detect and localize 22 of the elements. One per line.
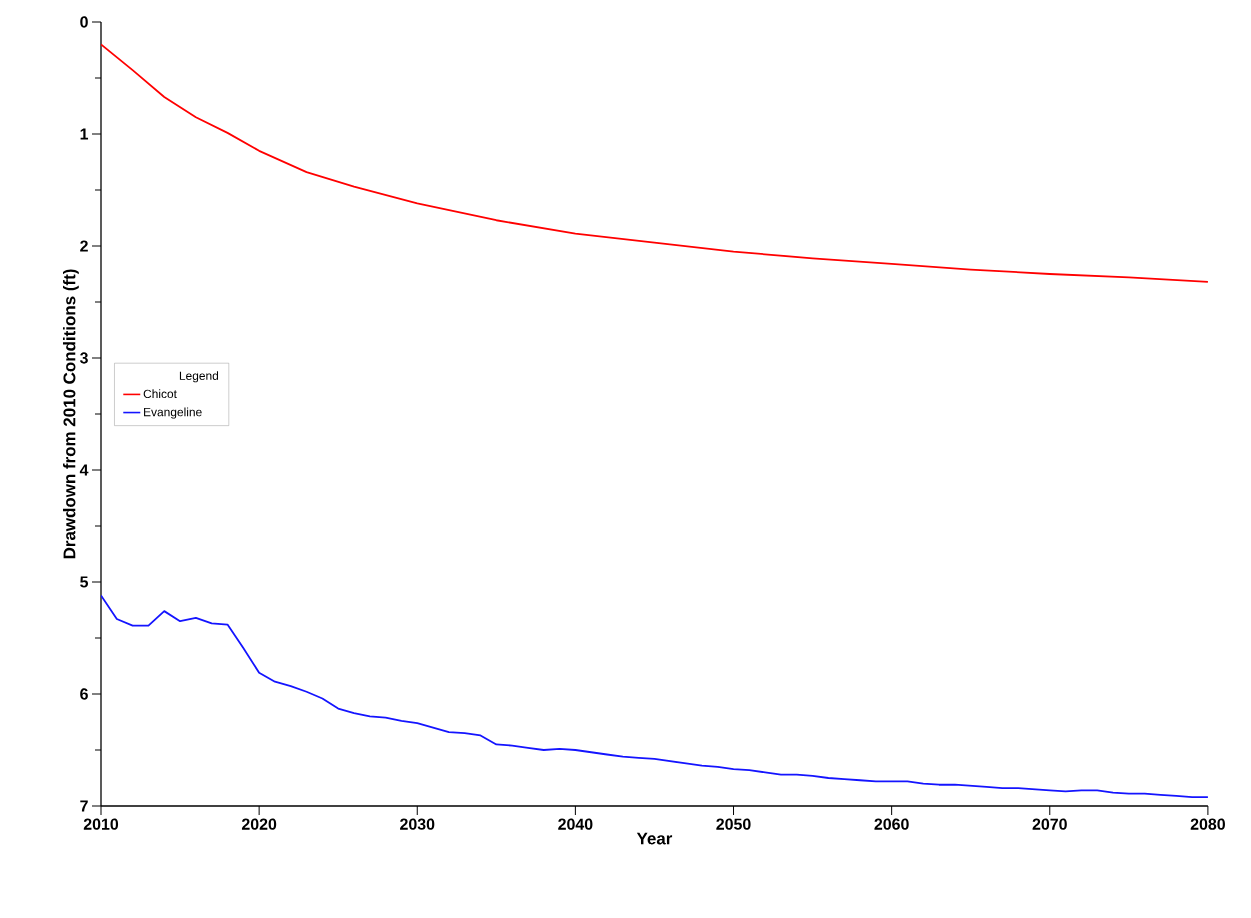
legend-label: Chicot [143, 389, 177, 399]
x-axis-title: Year [636, 832, 673, 845]
x-tick-label: 2060 [874, 818, 909, 830]
x-tick-label: 2040 [558, 818, 593, 830]
line-series [101, 43, 1208, 283]
y-tick-label: 7 [80, 800, 88, 812]
y-tick-label: 5 [80, 576, 89, 588]
x-tick-label: 2080 [1190, 818, 1225, 830]
legend-label: Evangeline [144, 407, 202, 419]
x-tick-label: 2030 [400, 818, 435, 830]
y-tick-label: 3 [79, 352, 88, 364]
x-tick-label: 2050 [716, 818, 751, 830]
y-tick-label: 0 [80, 16, 88, 28]
x-tick-label: 2070 [1032, 818, 1067, 830]
y-tick-label: 6 [80, 688, 88, 700]
x-tick-label: 2010 [83, 818, 119, 830]
x-tick-label: 2020 [241, 818, 277, 830]
legend-title: Legend [179, 371, 219, 383]
y-tick-label: 4 [79, 464, 89, 476]
y-axis-title: Drawdown from 2010 Conditions (ft) [62, 269, 79, 559]
y-tick-label: 2 [80, 240, 88, 252]
y-tick-label: 1 [80, 128, 89, 140]
